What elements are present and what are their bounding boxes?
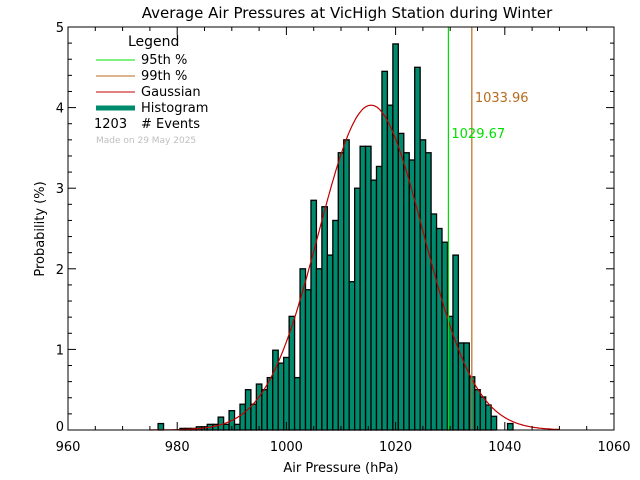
- histogram-bar: [239, 403, 247, 431]
- histogram-bar: [261, 389, 268, 431]
- histogram-bar: [479, 396, 487, 431]
- histogram-bar: [490, 415, 498, 431]
- y-axis-label: Probability (%): [33, 181, 48, 276]
- histogram-bar: [414, 66, 421, 431]
- histogram-bar: [408, 159, 416, 431]
- histogram-bar: [255, 383, 263, 431]
- legend-95-label: 95th %: [141, 53, 187, 68]
- histogram-bar: [463, 342, 470, 431]
- percentile-95-label: 1029.67: [451, 127, 505, 142]
- histogram-bar: [332, 219, 339, 431]
- legend-99-label: 99th %: [141, 69, 187, 84]
- events-label: # Events: [141, 117, 200, 132]
- legend-gaussian-label: Gaussian: [141, 85, 201, 100]
- histogram-bar: [474, 389, 481, 431]
- histogram-bar: [430, 213, 438, 431]
- events-count: 1203: [94, 117, 127, 132]
- chart-title: Average Air Pressures at VicHigh Station…: [142, 4, 553, 22]
- histogram-bar: [321, 206, 329, 431]
- histogram-bar: [370, 179, 378, 431]
- histogram-bar: [424, 152, 432, 431]
- x-axis-label: Air Pressure (hPa): [283, 461, 398, 476]
- histogram-bar: [381, 70, 389, 431]
- y-tick-label: 5: [56, 21, 64, 36]
- histogram-bar: [419, 139, 427, 431]
- histogram-bar: [272, 349, 279, 431]
- histogram-bar: [441, 241, 449, 431]
- y-tick-label: 1: [56, 343, 64, 358]
- histogram-bar: [353, 187, 361, 431]
- histogram-bar: [277, 362, 285, 431]
- histogram-bar: [506, 422, 514, 431]
- legend: Legend 95th % 99th % Gaussian Histogram …: [94, 34, 208, 146]
- y-tick-label: 0: [56, 420, 64, 435]
- x-tick-label: 1060: [597, 440, 630, 455]
- histogram-bars: [157, 43, 514, 431]
- x-tick-label: 980: [165, 440, 190, 455]
- histogram-bar: [343, 139, 350, 431]
- histogram-bar: [310, 199, 318, 431]
- made-on-note: Made on 29 May 2025: [96, 136, 196, 146]
- histogram-bar: [364, 145, 372, 431]
- histogram-bar: [375, 165, 383, 431]
- x-tick-label: 1040: [488, 440, 521, 455]
- y-tick-label: 3: [56, 182, 64, 197]
- y-tick-label: 4: [56, 102, 64, 117]
- histogram-bar: [348, 281, 356, 431]
- histogram-bar: [337, 152, 345, 431]
- axes: 960 980 1000 1020 1040 1060 0 1 2 3 4 5: [56, 21, 631, 455]
- histogram-bar: [293, 376, 301, 431]
- histogram-bar: [266, 376, 274, 431]
- histogram-bar: [392, 43, 399, 431]
- percentile-99-label: 1033.96: [475, 91, 529, 106]
- x-tick-label: 960: [56, 440, 81, 455]
- histogram-bar: [222, 423, 230, 431]
- histogram-bar: [283, 356, 290, 431]
- histogram-bar: [299, 268, 307, 431]
- histogram-bar: [386, 104, 394, 431]
- histogram-bar: [304, 289, 312, 431]
- histogram-bar: [435, 227, 443, 431]
- histogram-bar: [326, 254, 334, 431]
- gaussian-curve: [149, 104, 560, 431]
- histogram-bar: [403, 152, 410, 431]
- histogram-bar: [233, 423, 241, 431]
- histogram-bar: [250, 403, 258, 431]
- histogram-bar: [315, 268, 323, 431]
- histogram-bar: [485, 404, 492, 431]
- legend-histogram-label: Histogram: [141, 101, 208, 116]
- histogram-bar: [157, 422, 165, 431]
- y-tick-label: 2: [56, 263, 64, 278]
- x-tick-label: 1000: [270, 440, 303, 455]
- legend-title: Legend: [128, 34, 179, 50]
- histogram-bar: [359, 145, 367, 431]
- histogram-bar: [397, 132, 405, 431]
- x-tick-label: 1020: [379, 440, 412, 455]
